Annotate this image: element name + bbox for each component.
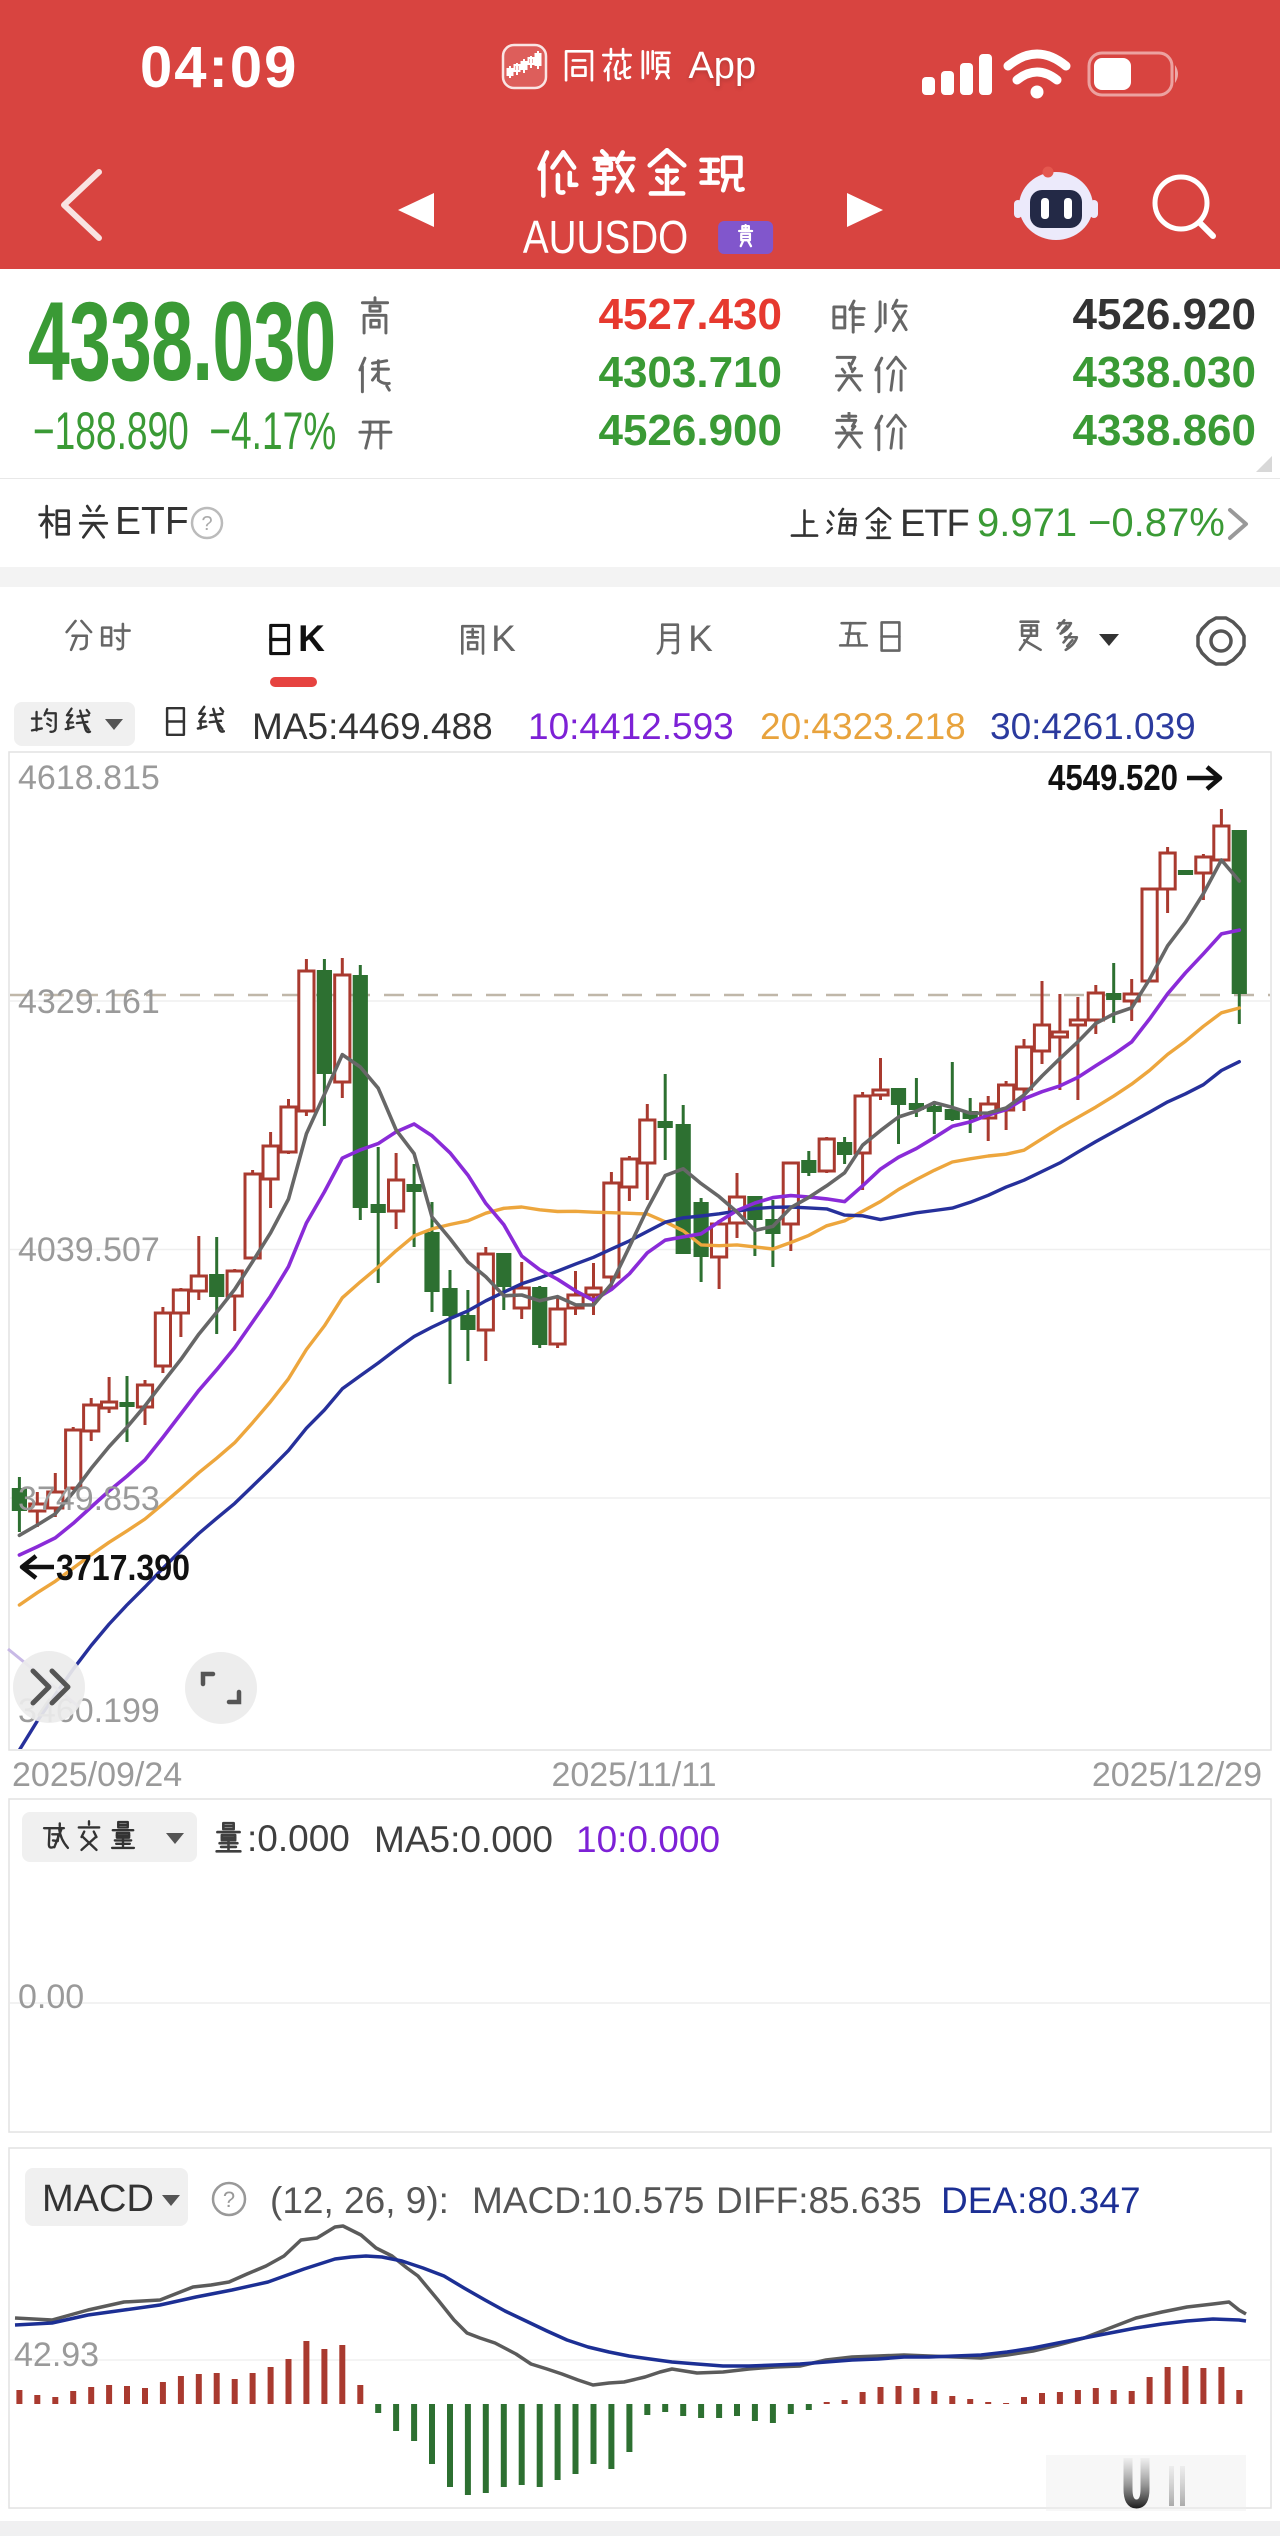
svg-text:4618.815: 4618.815 xyxy=(18,759,160,797)
svg-text:3717.390: 3717.390 xyxy=(56,1547,190,1588)
svg-text:?: ? xyxy=(223,2187,235,2212)
svg-text:3749.853: 3749.853 xyxy=(18,1480,160,1518)
svg-text:?: ? xyxy=(201,513,212,535)
svg-text:4549.520: 4549.520 xyxy=(1048,757,1178,798)
svg-text:2025/09/24: 2025/09/24 xyxy=(12,1756,182,1794)
svg-text:2025/12/29: 2025/12/29 xyxy=(1092,1756,1262,1794)
svg-text:2025/11/11: 2025/11/11 xyxy=(551,1756,716,1794)
svg-text:42.93: 42.93 xyxy=(14,2336,99,2374)
svg-text:4329.161: 4329.161 xyxy=(18,983,160,1021)
svg-text:4039.507: 4039.507 xyxy=(18,1231,160,1269)
svg-text:0.00: 0.00 xyxy=(18,1978,84,2016)
